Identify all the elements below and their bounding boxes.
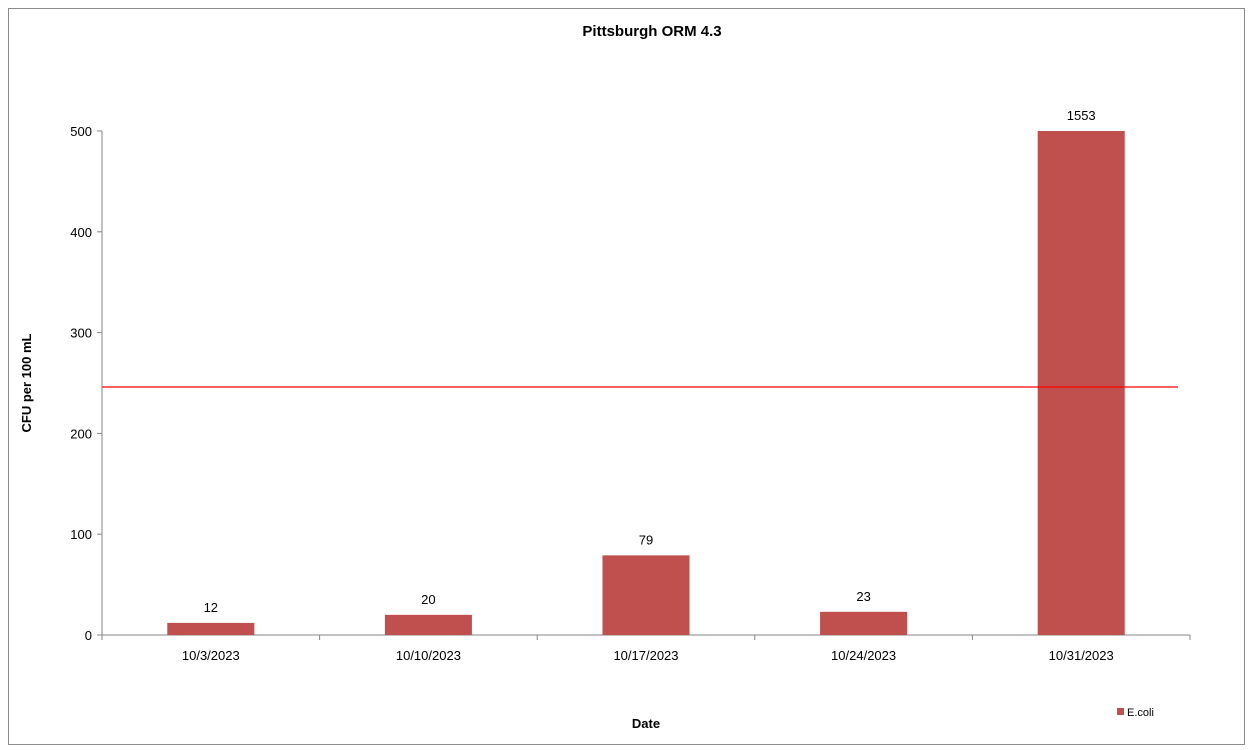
plot-area: 0 100 200 300 400 500 12 10/3/2023 20 10/10/2023 7…	[70, 108, 1191, 663]
bar	[1037, 131, 1125, 635]
x-axis-title: Date	[632, 716, 660, 731]
y-axis-title: CFU per 100 mL	[19, 333, 34, 432]
y-tick-label: 400	[70, 225, 92, 240]
x-tick-label: 10/10/2023	[396, 648, 461, 663]
bar	[167, 622, 255, 635]
data-label: 12	[204, 600, 218, 615]
chart-title: Pittsburgh ORM 4.3	[582, 23, 721, 40]
x-tick-label: 10/31/2023	[1049, 648, 1114, 663]
y-tick-label: 500	[70, 124, 92, 139]
y-tick-label: 300	[70, 326, 92, 341]
data-label: 20	[421, 592, 435, 607]
y-tick-label: 100	[70, 527, 92, 542]
legend-label: E.coli	[1127, 707, 1154, 719]
bar	[820, 611, 908, 635]
x-tick-label: 10/3/2023	[182, 648, 240, 663]
legend: E.coli	[1117, 707, 1154, 719]
data-label: 23	[856, 589, 870, 604]
y-tick-label: 200	[70, 426, 92, 441]
y-tick-label: 0	[85, 628, 92, 643]
bar	[602, 555, 690, 635]
bar	[384, 614, 472, 635]
data-label: 79	[639, 532, 653, 547]
data-label: 1553	[1067, 108, 1096, 123]
x-tick-label: 10/24/2023	[831, 648, 896, 663]
x-tick-label: 10/17/2023	[613, 648, 678, 663]
legend-swatch	[1117, 708, 1124, 715]
